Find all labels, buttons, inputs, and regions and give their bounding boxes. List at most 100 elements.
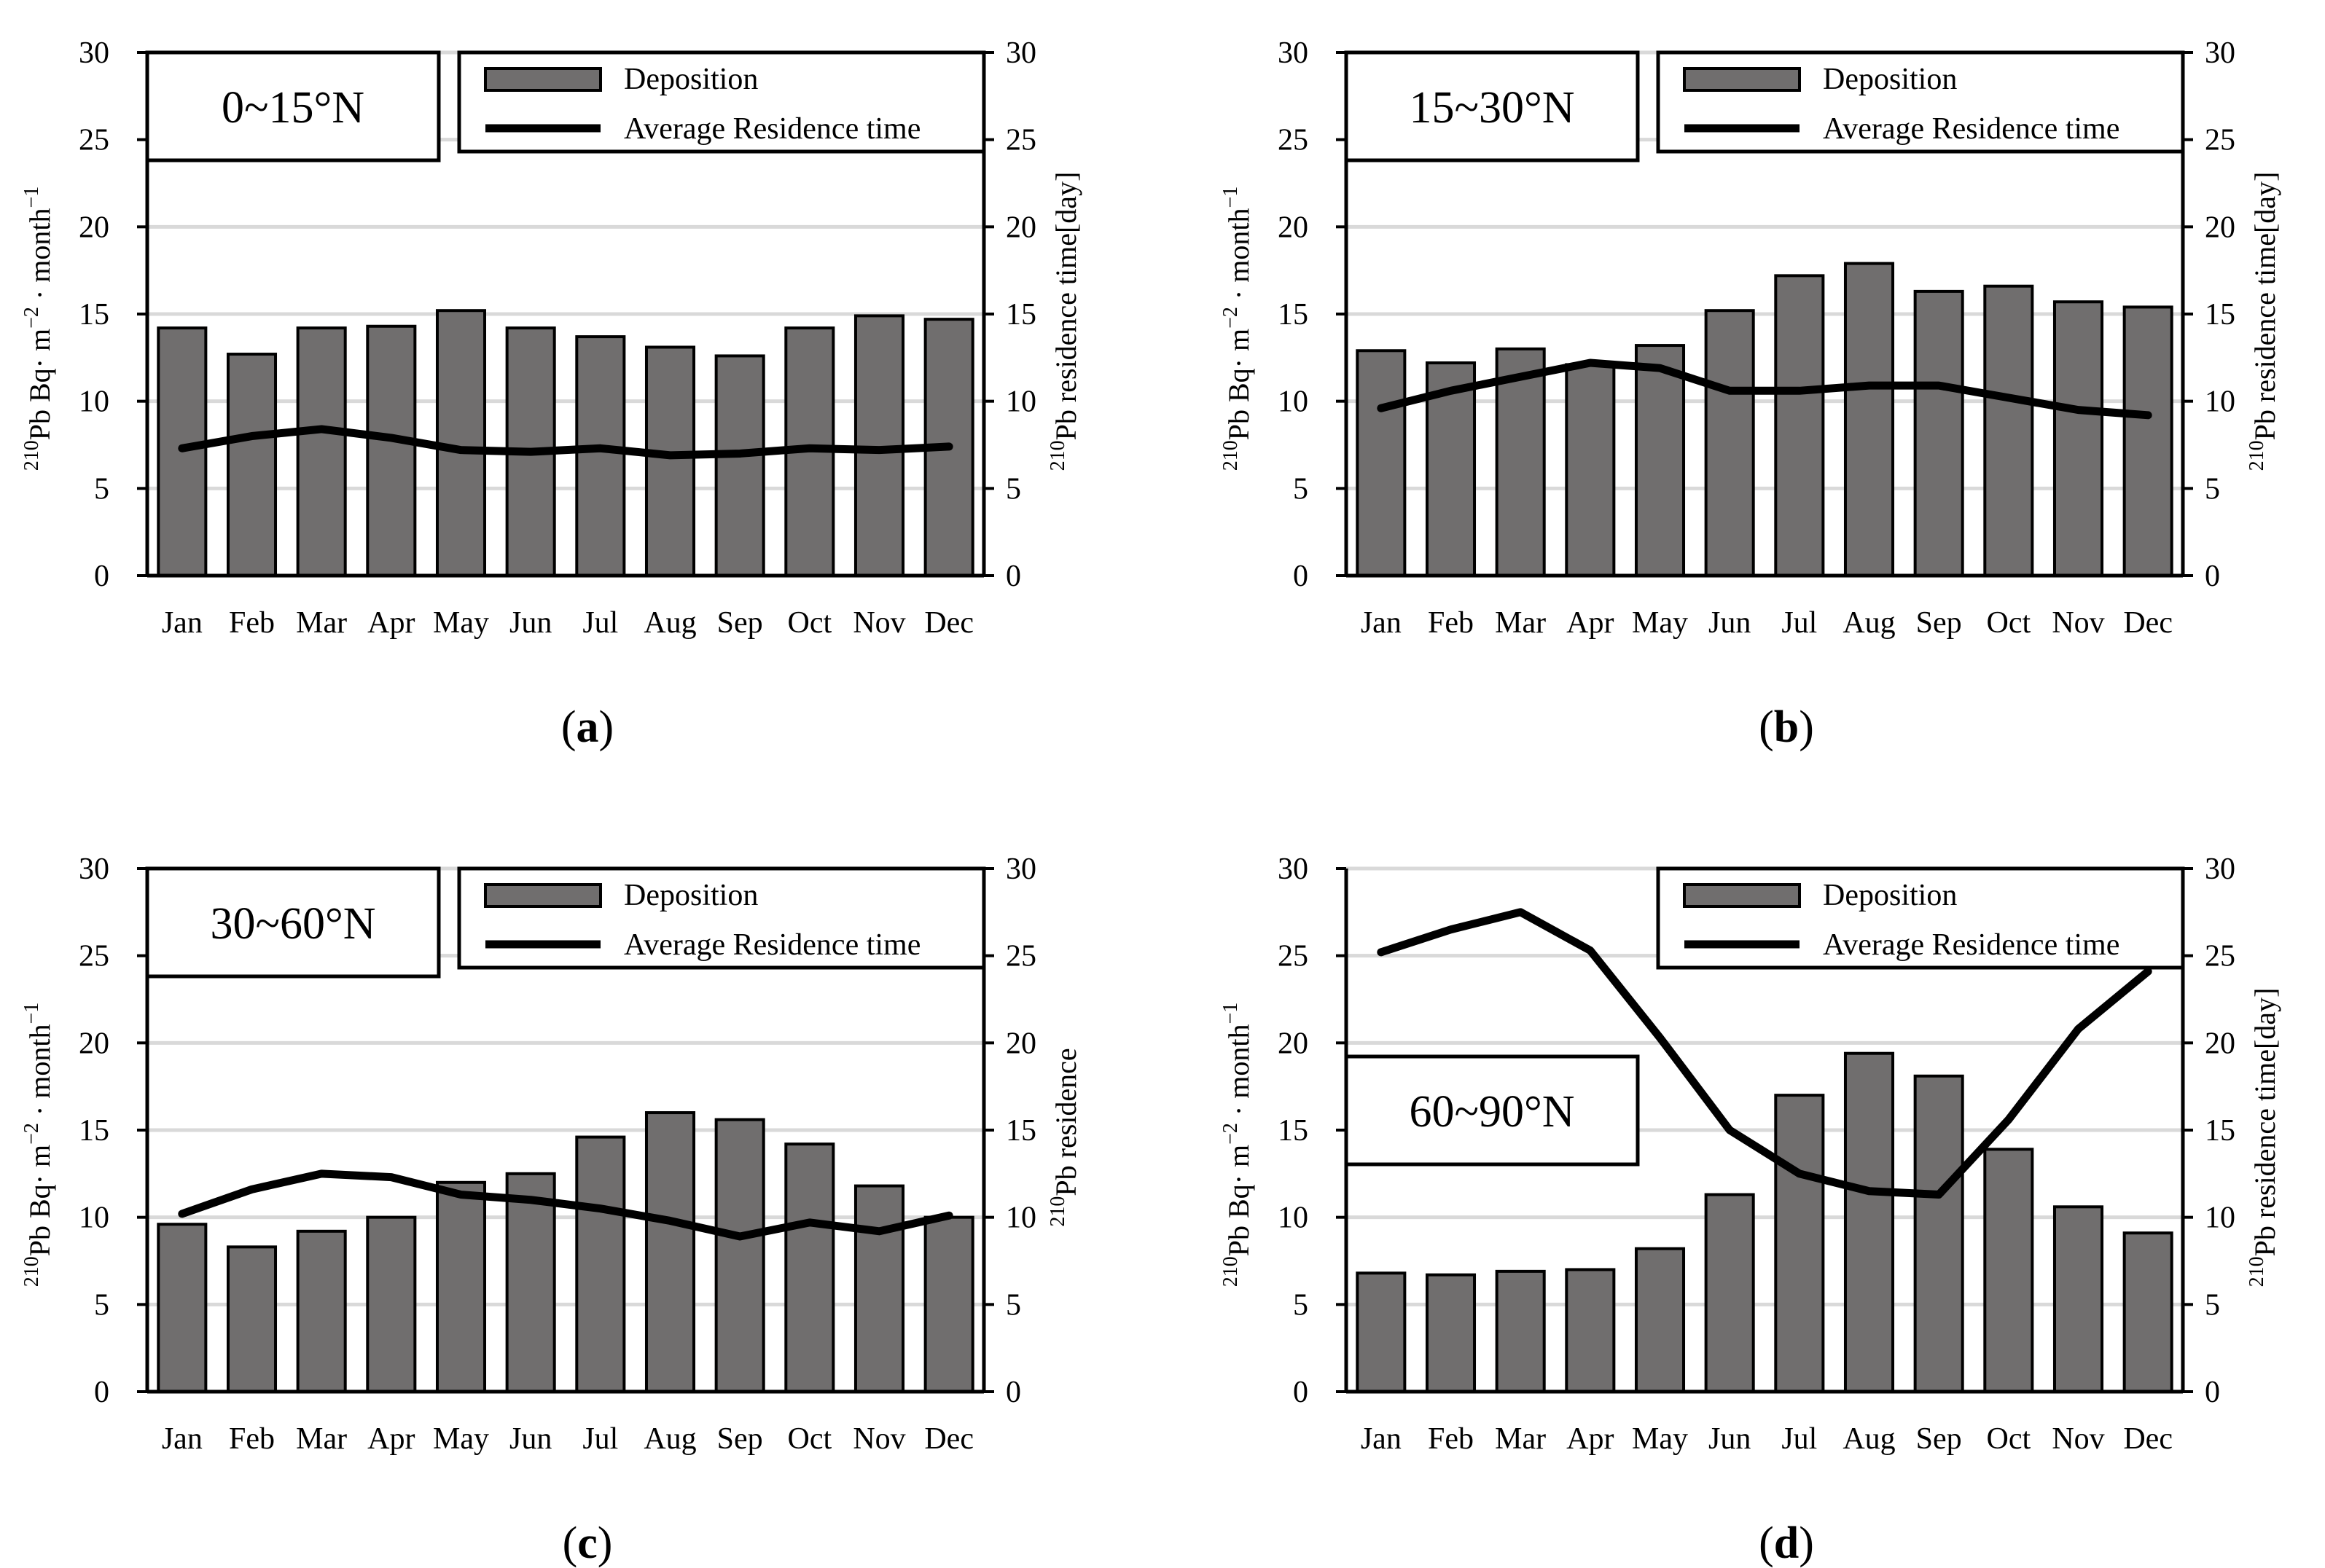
region-label-frame	[1344, 1054, 1640, 1167]
region-label-box: 0~15°N	[145, 50, 441, 162]
right-axis-title-part: 210	[2246, 1256, 2268, 1287]
left-tick-label: 10	[79, 1202, 109, 1235]
month-tick-label: Dec	[924, 1422, 974, 1456]
month-tick-label: Jul	[582, 1422, 618, 1456]
left-axis-title: 210Pb Bq· m−2 · month−1	[1219, 187, 1255, 471]
month-tick-label: Jan	[162, 606, 203, 640]
month-tick-label: Mar	[296, 606, 347, 640]
left-axis-title-part: Pb Bq· m	[1222, 329, 1255, 440]
right-tick-label: 5	[2205, 1288, 2220, 1322]
left-axis-title-part: · month	[23, 208, 56, 307]
legend-label-residence-time: Average Residence time	[624, 928, 921, 962]
panel-caption: (c)	[563, 1518, 613, 1568]
left-axis-title-part: −1	[20, 187, 43, 208]
month-tick-label: Jul	[582, 606, 618, 640]
right-tick-label: 5	[2205, 472, 2220, 506]
panel-caption: (d)	[1759, 1518, 1814, 1568]
left-tick-label: 25	[79, 940, 109, 973]
legend-label-deposition: Deposition	[624, 879, 758, 912]
month-tick-label: Sep	[717, 606, 763, 640]
month-tick-label: Oct	[788, 606, 832, 640]
legend: Deposition Average Residence time	[457, 866, 986, 970]
left-tick-label: 25	[1278, 940, 1308, 973]
left-axis-title-part: 210	[20, 1256, 43, 1287]
left-tick-label: 30	[1278, 852, 1308, 886]
deposition-bar-mar	[1495, 347, 1546, 577]
deposition-bar-jun	[1704, 1193, 1755, 1393]
month-tick-label: Feb	[1428, 606, 1474, 640]
month-tick-label: Mar	[1495, 1422, 1546, 1456]
left-tick-label: 10	[1278, 385, 1308, 419]
left-tick-label: 20	[79, 1027, 109, 1060]
legend: Deposition Average Residence time	[457, 50, 986, 154]
month-tick-label: Jul	[1781, 1422, 1817, 1456]
deposition-bar-aug	[1843, 262, 1895, 577]
deposition-bar-jul	[1774, 1094, 1825, 1393]
left-axis-title-part: Pb Bq· m	[23, 329, 56, 440]
right-tick-label: 10	[2205, 385, 2235, 419]
residence-time-line	[1377, 358, 2152, 420]
caption-paren-open: (	[1759, 1518, 1774, 1568]
month-tick-label: Jul	[1781, 606, 1817, 640]
deposition-bar-sep	[1913, 1074, 1964, 1393]
legend: Deposition Average Residence time	[1656, 866, 2185, 970]
region-label-frame	[145, 866, 441, 979]
right-axis-title-part: Pb residence	[1050, 1048, 1082, 1196]
month-tick-label: Feb	[229, 606, 275, 640]
left-axis-title: 210Pb Bq· m−2 · month−1	[1219, 1003, 1255, 1287]
deposition-bar-may	[435, 309, 487, 577]
panel-caption: (b)	[1759, 702, 1814, 752]
legend-label-residence-time: Average Residence time	[624, 112, 921, 146]
month-tick-label: Apr	[1566, 606, 1614, 640]
right-axis-title-part: 210	[1047, 440, 1069, 471]
caption-paren-open: (	[563, 1518, 578, 1568]
legend-swatch-deposition	[1683, 883, 1801, 908]
right-axis-title-part: Pb residence time[day]	[1050, 172, 1082, 441]
deposition-bar-aug	[644, 345, 696, 577]
left-tick-label: 15	[1278, 298, 1308, 332]
legend-label-deposition: Deposition	[1823, 879, 1957, 912]
right-tick-label: 25	[2205, 124, 2235, 157]
month-tick-label: Aug	[1843, 606, 1895, 640]
left-axis-title-part: · month	[1222, 1024, 1255, 1124]
month-tick-label: Sep	[717, 1422, 763, 1456]
caption-paren-close: )	[598, 1518, 613, 1568]
deposition-bar-sep	[714, 1118, 765, 1393]
deposition-bar-dec	[2122, 1231, 2173, 1393]
left-axis-title-part: Pb Bq· m	[1222, 1145, 1255, 1256]
month-tick-label: Sep	[1916, 1422, 1962, 1456]
left-axis-title-part: −2	[1219, 1123, 1242, 1145]
deposition-bar-jan	[1356, 1271, 1407, 1394]
left-axis-title-part: −1	[20, 1003, 43, 1024]
right-tick-label: 20	[2205, 1027, 2235, 1060]
month-tick-label: Oct	[1987, 606, 2031, 640]
residence-time-line	[178, 425, 953, 460]
deposition-bar-dec	[923, 1215, 974, 1394]
region-label-frame	[1344, 50, 1640, 162]
left-axis-title-part: 210	[1219, 1256, 1242, 1287]
right-tick-label: 15	[2205, 1114, 2235, 1148]
panel-d: 0 5 10 15 20 25 30 0 5 10 15 20 25 30 Jan Feb Mar Apr May J…	[1219, 852, 2281, 1568]
left-axis-title: 210Pb Bq· m−2 · month−1	[20, 1003, 56, 1287]
left-axis-title-part: · month	[1222, 208, 1255, 307]
left-tick-label: 15	[79, 298, 109, 332]
right-tick-label: 5	[1006, 1288, 1021, 1322]
deposition-bar-oct	[1983, 1148, 2034, 1393]
right-tick-label: 30	[1006, 36, 1036, 70]
legend-swatch-deposition	[484, 883, 602, 908]
deposition-bar-oct	[784, 1142, 835, 1393]
left-tick-label: 25	[1278, 124, 1308, 157]
month-tick-label: Aug	[1843, 1422, 1895, 1456]
month-tick-label: Mar	[296, 1422, 347, 1456]
right-tick-label: 0	[2205, 560, 2220, 593]
deposition-bar-nov	[2052, 300, 2104, 577]
right-tick-label: 15	[1006, 298, 1036, 332]
left-axis-title-part: −1	[1219, 187, 1242, 208]
left-axis-title-part: 210	[1219, 440, 1242, 471]
deposition-bar-jan	[157, 1223, 208, 1393]
month-tick-label: Jun	[1708, 606, 1751, 640]
month-tick-label: Jan	[1361, 1422, 1402, 1456]
deposition-bar-jul	[1774, 274, 1825, 577]
left-axis-title: 210Pb Bq· m−2 · month−1	[20, 187, 56, 471]
right-tick-label: 30	[2205, 36, 2235, 70]
